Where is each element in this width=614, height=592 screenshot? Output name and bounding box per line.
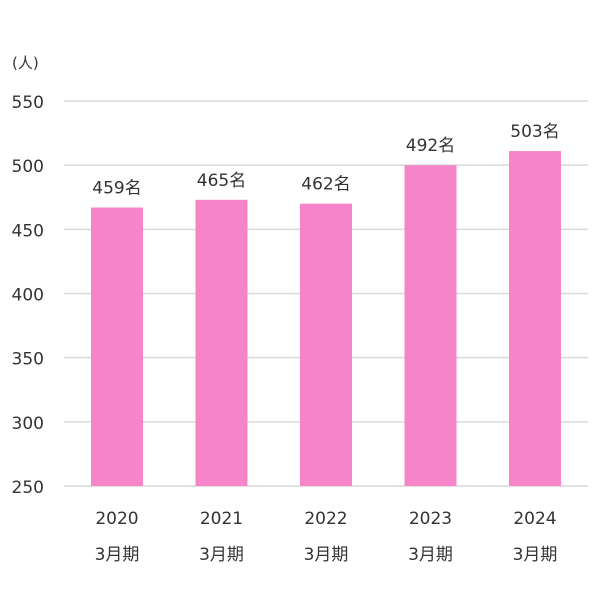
x-tick-period: 3月期: [408, 545, 453, 565]
x-tick-period: 3月期: [199, 545, 244, 565]
x-tick-period: 3月期: [513, 545, 558, 565]
x-axis-ticks: 2020 3月期 2021 3月期 2022 3月期 2023 3月期 2024 3月期: [95, 509, 558, 565]
bar: [91, 207, 143, 486]
bar: [404, 165, 457, 486]
x-tick-period: 3月期: [95, 545, 140, 565]
y-axis-ticks: 250 300 350 400 450 500 550: [12, 93, 44, 498]
data-labels: 459名 465名 462名 492名 503名: [92, 122, 559, 198]
x-tick-year: 2020: [95, 509, 138, 529]
y-tick-label: 350: [12, 350, 44, 370]
bar: [195, 199, 248, 487]
bar: [509, 151, 561, 487]
y-tick-label: 400: [12, 286, 44, 306]
data-label: 465名: [197, 171, 246, 191]
x-tick-year: 2021: [200, 509, 243, 529]
data-label: 492名: [406, 136, 455, 156]
bar: [300, 203, 352, 486]
x-tick-year: 2023: [409, 509, 452, 529]
x-tick-year: 2022: [304, 509, 347, 529]
y-tick-label: 250: [12, 478, 44, 498]
bars: [91, 151, 561, 487]
y-axis-unit-label: (人): [12, 54, 39, 72]
y-tick-label: 300: [12, 414, 44, 434]
y-tick-label: 500: [12, 157, 44, 177]
data-label: 459名: [92, 179, 141, 199]
x-tick-period: 3月期: [304, 545, 349, 565]
data-label: 503名: [510, 122, 559, 142]
y-tick-label: 450: [12, 221, 44, 241]
data-label: 462名: [301, 175, 350, 195]
x-tick-year: 2024: [513, 509, 556, 529]
y-tick-label: 550: [12, 93, 44, 113]
